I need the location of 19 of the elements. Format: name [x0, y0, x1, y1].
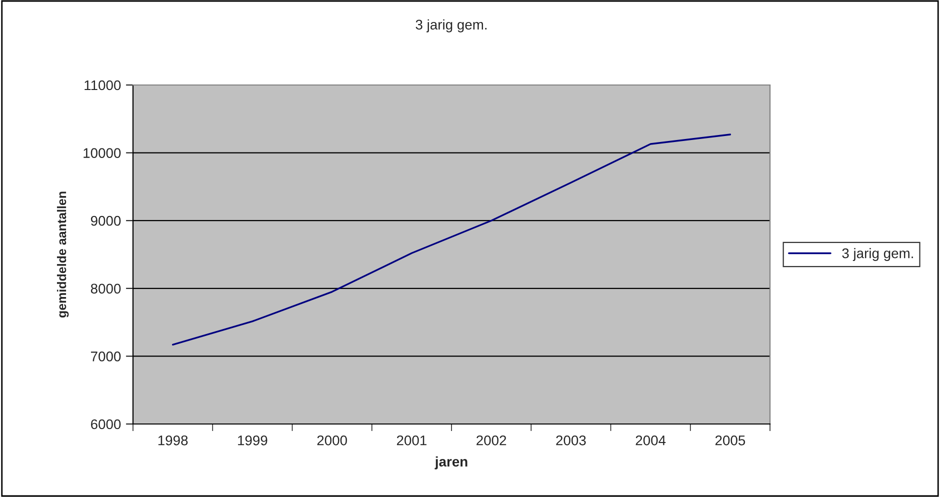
x-tick-label: 2003: [556, 435, 586, 446]
x-tick-label: 2004: [636, 435, 666, 446]
x-tick-label: 2002: [476, 435, 506, 446]
y-tick-label: 8000: [90, 284, 121, 294]
x-tick-label: 2005: [715, 435, 746, 446]
y-tick-label: 7000: [91, 352, 121, 362]
x-tick-label: 2000: [317, 435, 347, 446]
x-tick-label: 1998: [158, 435, 188, 446]
y-tick-label: 11000: [84, 80, 121, 90]
legend-label: 3 jarig gem.: [842, 248, 913, 261]
line-series: [172, 134, 732, 346]
y-tick-label: 9000: [90, 216, 121, 226]
chart-title: 3 jarig gem.: [416, 19, 487, 32]
x-axis-title: jaren: [434, 456, 468, 470]
x-tick-label: 2001: [396, 435, 426, 446]
y-tick-label: 10000: [84, 148, 121, 158]
x-tick-label: 1999: [238, 435, 268, 446]
y-tick-label: 6000: [91, 419, 121, 430]
y-axis-title: gemiddelde aantallen: [56, 192, 69, 318]
